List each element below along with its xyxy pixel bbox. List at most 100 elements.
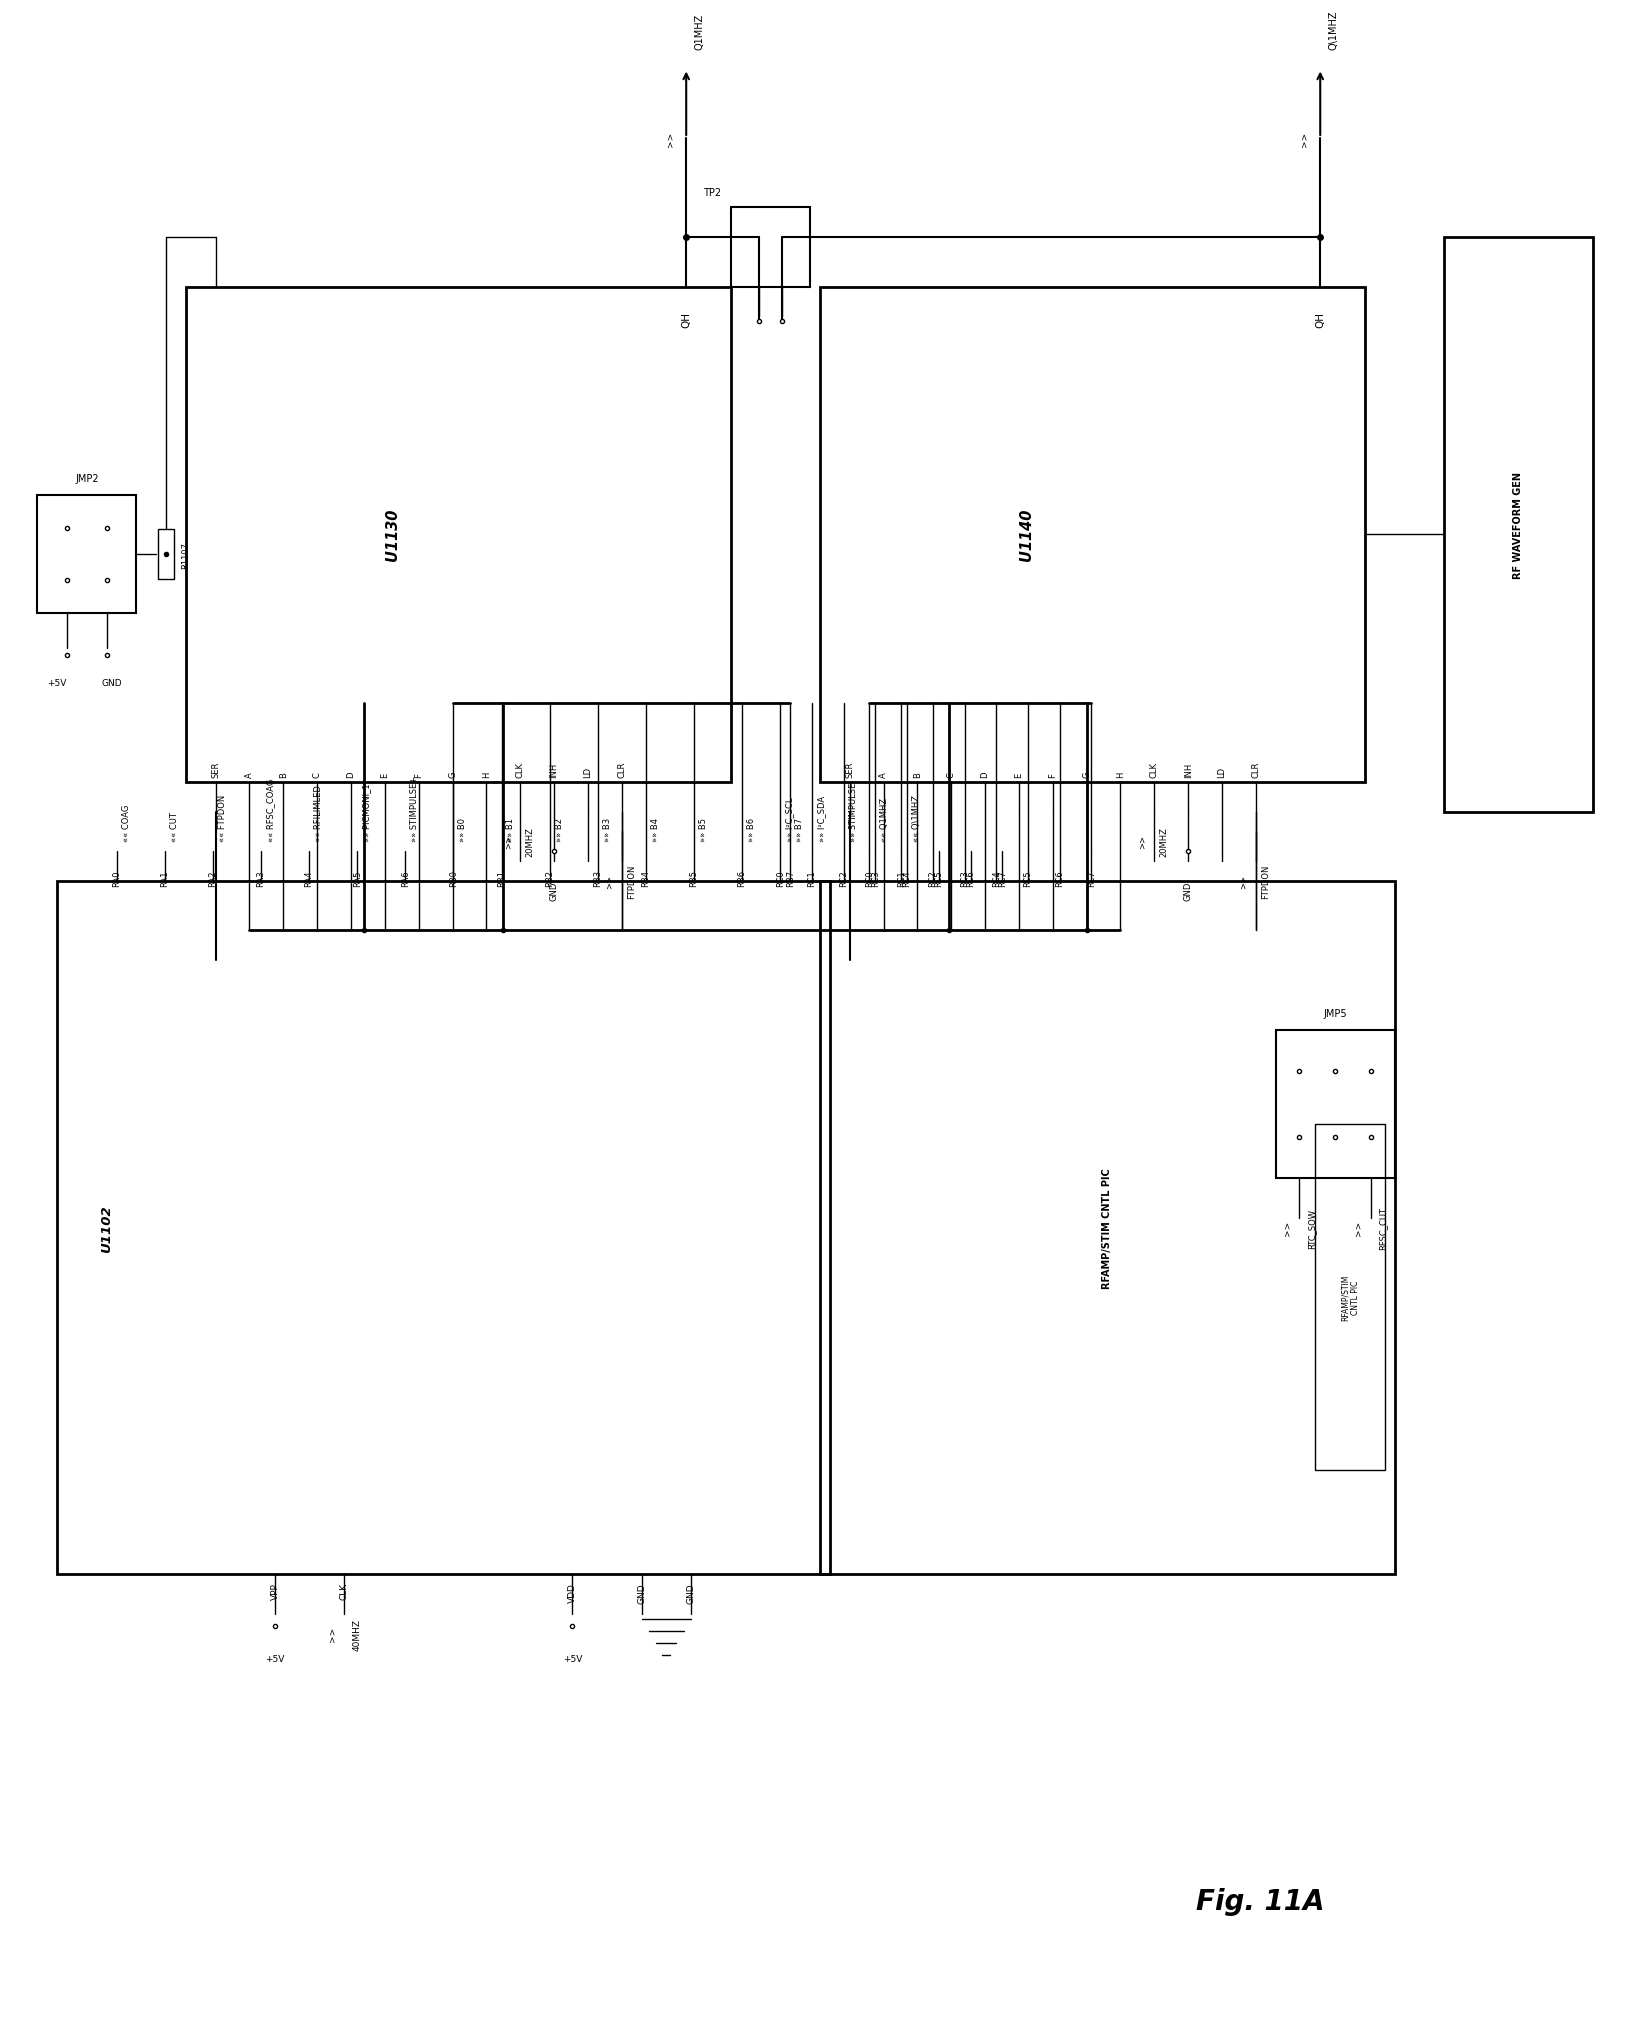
Bar: [1315, 1125, 1385, 1471]
Text: VDD: VDD: [568, 1582, 576, 1602]
Text: RA4: RA4: [304, 870, 314, 886]
Text: JMP2: JMP2: [75, 473, 99, 483]
Text: SER: SER: [212, 761, 220, 777]
Text: >>: >>: [666, 131, 674, 146]
Text: INH: INH: [550, 763, 558, 777]
Text: R1107: R1107: [181, 542, 190, 568]
Text: RC3: RC3: [871, 870, 879, 886]
Text: »» B5: »» B5: [698, 817, 708, 842]
Text: FTPDON: FTPDON: [627, 864, 637, 898]
Text: C: C: [947, 771, 956, 777]
Text: INH: INH: [1184, 763, 1193, 777]
Text: 20MHZ: 20MHZ: [526, 827, 534, 858]
Text: RC4: RC4: [991, 870, 1001, 886]
Bar: [1276, 1030, 1395, 1179]
Text: A: A: [244, 773, 254, 777]
Text: «« Q1MHZ: «« Q1MHZ: [881, 797, 889, 842]
Text: RC7: RC7: [998, 870, 1006, 886]
Text: CLK: CLK: [1149, 761, 1159, 777]
Text: U1102: U1102: [101, 1204, 114, 1252]
Text: RFAMP/STIM CNTL PIC: RFAMP/STIM CNTL PIC: [1102, 1167, 1112, 1289]
Text: «« RFSC_COAG: «« RFSC_COAG: [265, 779, 275, 842]
Text: VPP: VPP: [270, 1582, 280, 1600]
Text: U1130: U1130: [386, 508, 400, 560]
Text: QH: QH: [1315, 312, 1325, 328]
Text: GND: GND: [101, 680, 122, 688]
Text: RC6: RC6: [1055, 870, 1065, 886]
Text: U1140: U1140: [1019, 508, 1034, 560]
Text: RC2: RC2: [928, 870, 938, 886]
Text: +5V: +5V: [47, 680, 67, 688]
Text: >>: >>: [1283, 1220, 1291, 1236]
Text: RC2: RC2: [838, 870, 848, 886]
Text: A: A: [879, 773, 887, 777]
Text: »» B2: »» B2: [555, 817, 563, 842]
Text: D: D: [347, 771, 355, 777]
Text: «« Q\1MHZ: «« Q\1MHZ: [912, 795, 921, 842]
Text: RF WAVEFORM GEN: RF WAVEFORM GEN: [1514, 471, 1524, 579]
Text: CLR: CLR: [617, 761, 627, 777]
Text: LD: LD: [583, 767, 593, 777]
Bar: [821, 882, 1395, 1574]
Text: RB7: RB7: [786, 870, 794, 886]
Text: RB1: RB1: [497, 870, 506, 886]
Text: SER: SER: [845, 761, 855, 777]
Text: RB2: RB2: [545, 870, 554, 886]
Text: CLK: CLK: [516, 761, 524, 777]
Text: RC3: RC3: [961, 870, 969, 886]
Text: RFSC_CUT: RFSC_CUT: [1379, 1206, 1387, 1250]
Text: F: F: [1048, 773, 1057, 777]
Bar: [37, 496, 137, 615]
Text: RC6: RC6: [965, 870, 975, 886]
Bar: [1444, 239, 1592, 811]
Text: G: G: [1083, 771, 1091, 777]
Text: »» I²C_SCL: »» I²C_SCL: [785, 797, 794, 842]
Text: GND: GND: [1184, 882, 1193, 900]
Text: GND: GND: [687, 1582, 695, 1602]
Text: B: B: [278, 771, 288, 777]
Text: RTC_SQW: RTC_SQW: [1307, 1208, 1317, 1248]
Text: »» B7: »» B7: [794, 817, 804, 842]
Text: RA5: RA5: [353, 870, 361, 886]
Text: «« FTPDON: «« FTPDON: [218, 795, 226, 842]
Text: CLR: CLR: [1252, 761, 1260, 777]
Bar: [158, 530, 174, 579]
Text: 20MHZ: 20MHZ: [1159, 827, 1169, 858]
Text: RC0: RC0: [864, 870, 874, 886]
Text: >>: >>: [327, 1626, 337, 1643]
Text: +5V: +5V: [563, 1655, 581, 1663]
Text: »» B4: »» B4: [651, 817, 659, 842]
Text: »» I²C_SDA: »» I²C_SDA: [817, 795, 825, 842]
Text: »» PICMONI_1: »» PICMONI_1: [361, 783, 371, 842]
Text: CLK: CLK: [340, 1582, 348, 1600]
Text: «« CUT: «« CUT: [169, 811, 179, 842]
Text: H: H: [1115, 771, 1125, 777]
Text: «« COAG: «« COAG: [122, 805, 130, 842]
Text: Q1MHZ: Q1MHZ: [694, 14, 705, 51]
Text: E: E: [381, 773, 389, 777]
Text: RB5: RB5: [690, 870, 698, 886]
Text: C: C: [313, 771, 322, 777]
Text: LD: LD: [1218, 767, 1226, 777]
Text: GND: GND: [637, 1582, 646, 1602]
Text: RA0: RA0: [112, 870, 120, 886]
Text: RC4: RC4: [902, 870, 912, 886]
Text: H: H: [482, 771, 492, 777]
Text: +5V: +5V: [265, 1655, 285, 1663]
Text: JMP5: JMP5: [1324, 1007, 1346, 1018]
Text: >>: >>: [606, 874, 614, 888]
Text: RC1: RC1: [807, 870, 817, 886]
Text: »» B1: »» B1: [506, 817, 516, 842]
Text: >>: >>: [1138, 835, 1146, 850]
Text: »» B3: »» B3: [602, 817, 612, 842]
Text: GND: GND: [550, 882, 558, 900]
Text: RC1: RC1: [897, 870, 905, 886]
Text: RC5: RC5: [1024, 870, 1032, 886]
Text: RFAMP/STIM
CNTL PIC: RFAMP/STIM CNTL PIC: [1340, 1274, 1359, 1321]
Text: RA2: RA2: [208, 870, 217, 886]
Bar: [731, 208, 811, 287]
Text: «« RFILIMLED: «« RFILIMLED: [314, 785, 322, 842]
Text: RA3: RA3: [257, 870, 265, 886]
Bar: [57, 882, 830, 1574]
Text: »» B6: »» B6: [747, 817, 755, 842]
